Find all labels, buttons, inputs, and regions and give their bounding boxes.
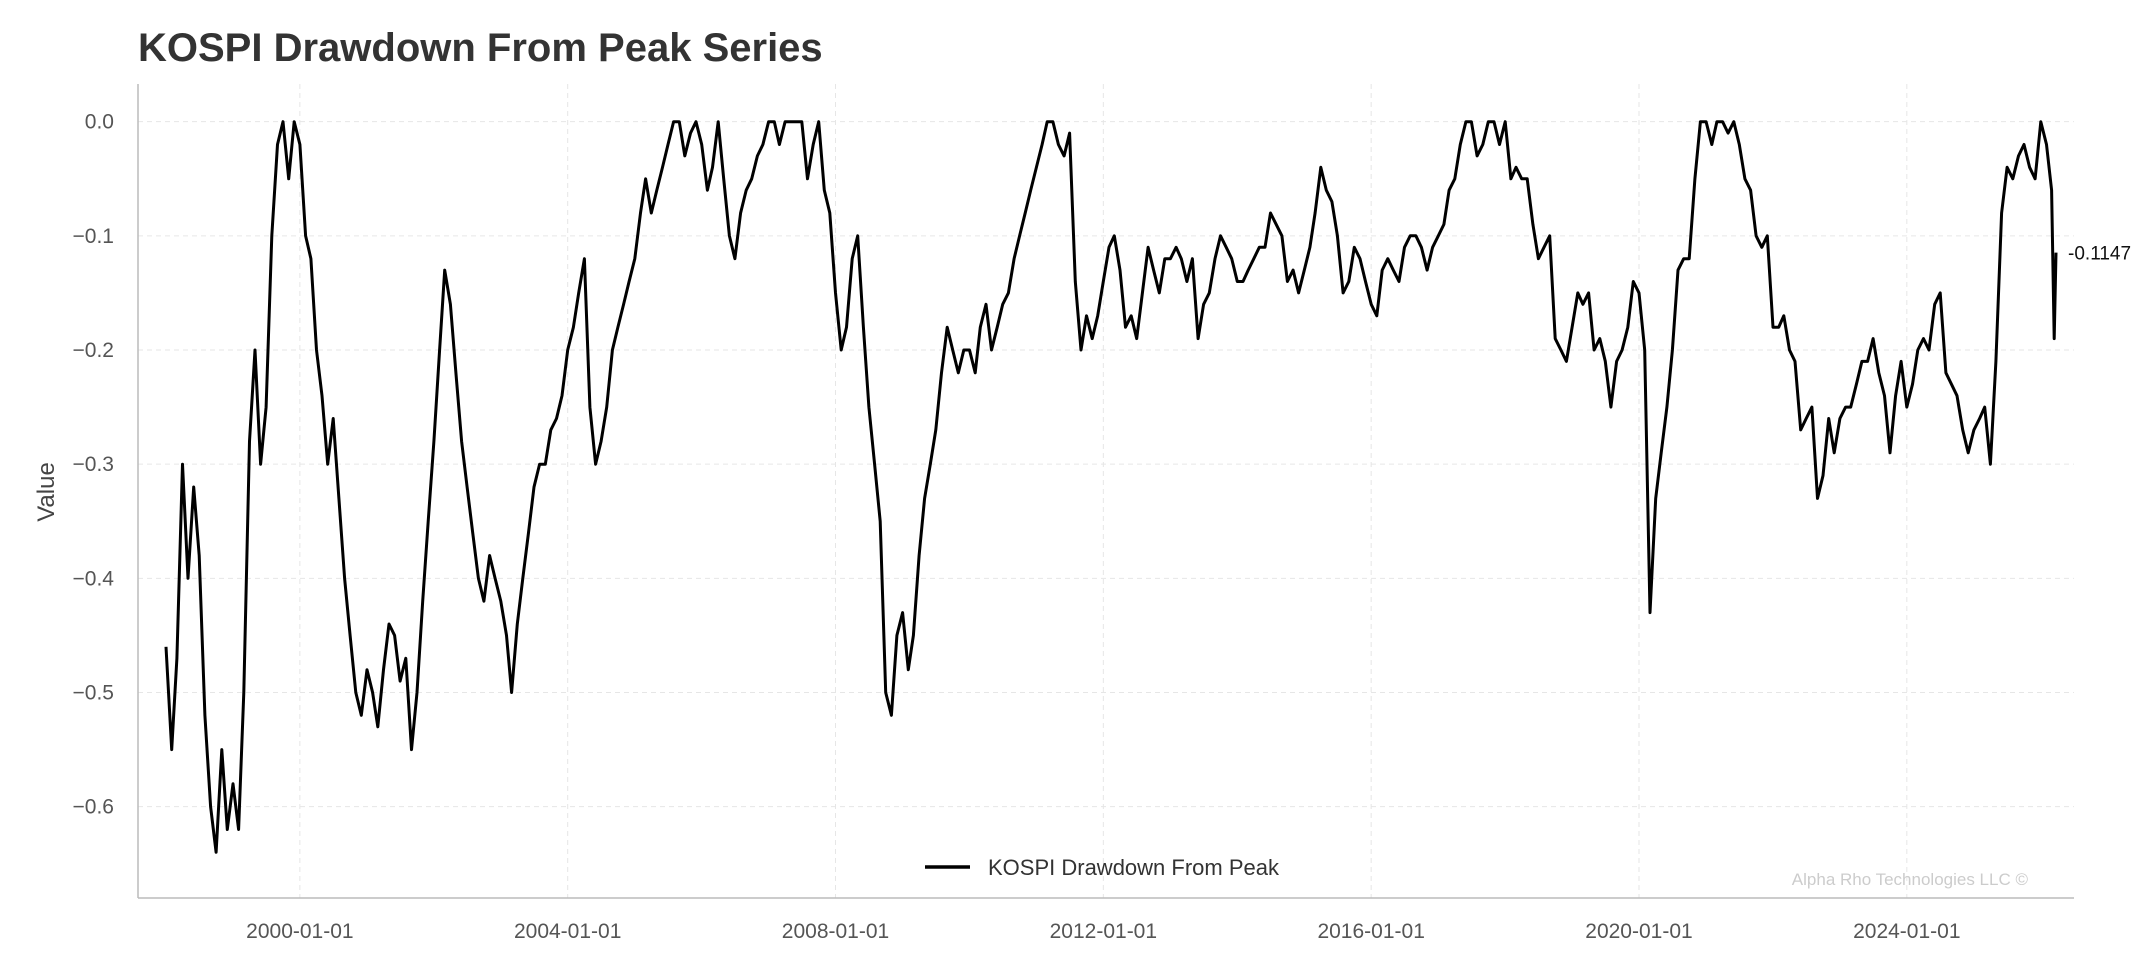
chart-title: KOSPI Drawdown From Peak Series: [138, 26, 823, 70]
legend-label: KOSPI Drawdown From Peak: [988, 855, 1280, 880]
x-tick-label: 2016-01-01: [1317, 920, 1424, 943]
y-tick-label: −0.3: [73, 453, 114, 476]
last-value-label: -0.1147: [2068, 244, 2131, 265]
y-tick-label: −0.6: [73, 796, 114, 819]
series-line: [164, 120, 2058, 854]
grid: [138, 84, 2074, 898]
x-tick-label: 2024-01-01: [1853, 920, 1960, 943]
axes: [137, 84, 2074, 899]
x-axis-ticks: 2000-01-01 2004-01-01 2008-01-01 2012-01-01…: [246, 920, 1960, 943]
x-tick-label: 2008-01-01: [782, 920, 889, 943]
series: [164, 120, 2058, 854]
x-tick-label: 2004-01-01: [514, 920, 621, 943]
y-tick-label: −0.5: [73, 682, 114, 705]
y-tick-label: −0.4: [73, 567, 115, 590]
y-tick-label: −0.2: [73, 339, 114, 362]
legend: KOSPI Drawdown From Peak: [925, 855, 1280, 880]
y-tick-label: 0.0: [85, 111, 114, 134]
x-tick-label: 2012-01-01: [1050, 920, 1157, 943]
watermark: Alpha Rho Technologies LLC ©: [1792, 870, 2029, 889]
y-tick-label: −0.1: [73, 225, 114, 248]
y-axis-ticks: 0.0 −0.1 −0.2 −0.3 −0.4 −0.5 −0.6: [73, 111, 115, 819]
x-tick-label: 2020-01-01: [1585, 920, 1692, 943]
y-axis-title: Value: [33, 462, 60, 522]
x-tick-label: 2000-01-01: [246, 920, 353, 943]
